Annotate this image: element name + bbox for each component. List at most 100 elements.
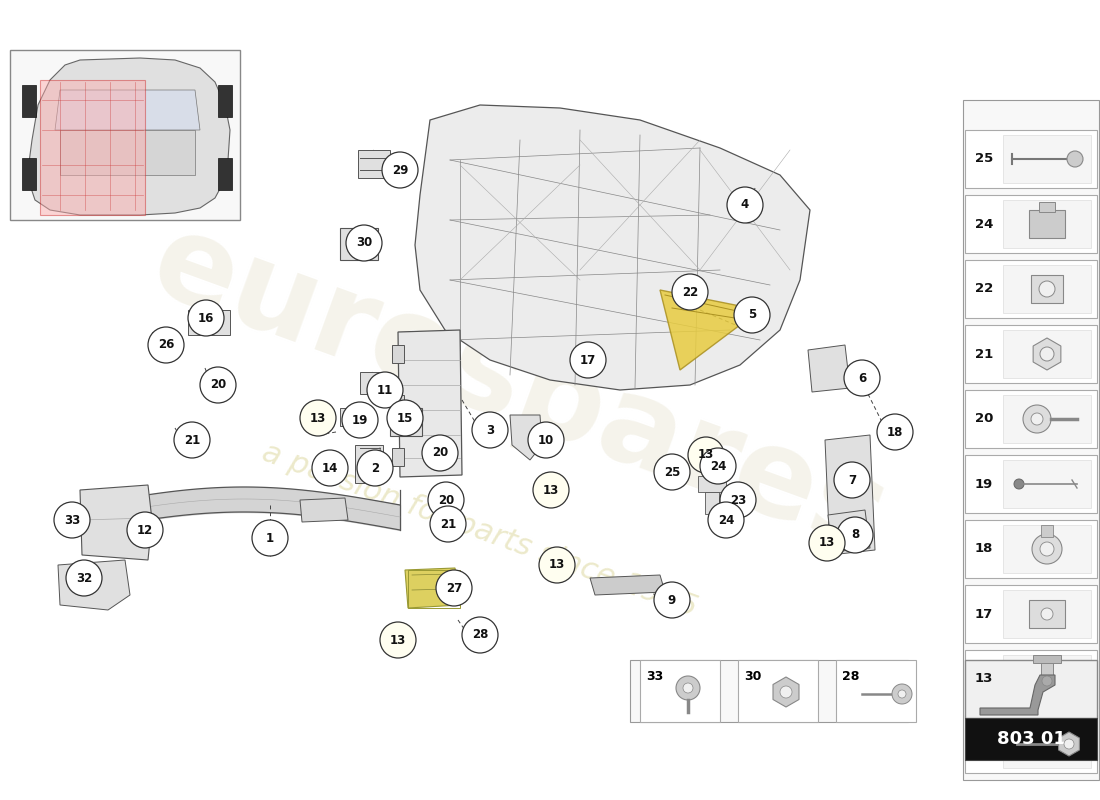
Bar xyxy=(22,158,36,190)
Bar xyxy=(152,332,168,346)
Text: 21: 21 xyxy=(184,434,200,446)
Text: 17: 17 xyxy=(975,607,993,621)
Circle shape xyxy=(654,454,690,490)
Text: 19: 19 xyxy=(352,414,368,426)
Text: 27: 27 xyxy=(446,582,462,594)
Text: 10: 10 xyxy=(538,434,554,446)
Bar xyxy=(1031,275,1063,303)
Circle shape xyxy=(1040,347,1054,361)
FancyBboxPatch shape xyxy=(10,50,240,220)
Bar xyxy=(1028,210,1065,238)
Bar xyxy=(1028,600,1065,628)
Text: 4: 4 xyxy=(741,198,749,211)
Bar xyxy=(1003,525,1091,573)
Bar xyxy=(218,85,232,117)
Polygon shape xyxy=(660,290,760,370)
Circle shape xyxy=(688,437,724,473)
Circle shape xyxy=(1040,281,1055,297)
Text: 29: 29 xyxy=(392,163,408,177)
Text: 13: 13 xyxy=(697,449,714,462)
Bar xyxy=(390,408,422,436)
Text: 1: 1 xyxy=(266,531,274,545)
Text: 13: 13 xyxy=(549,558,565,571)
Text: 7: 7 xyxy=(848,474,856,486)
Circle shape xyxy=(200,367,236,403)
Circle shape xyxy=(382,152,418,188)
Text: 30: 30 xyxy=(744,670,761,683)
Bar xyxy=(965,325,1097,383)
Text: 12: 12 xyxy=(136,523,153,537)
Circle shape xyxy=(367,372,403,408)
Bar xyxy=(188,310,230,335)
Text: 18: 18 xyxy=(975,542,993,555)
Bar xyxy=(355,445,383,483)
Text: 3: 3 xyxy=(486,423,494,437)
Polygon shape xyxy=(808,345,850,392)
Polygon shape xyxy=(415,105,810,390)
Circle shape xyxy=(472,412,508,448)
Circle shape xyxy=(54,502,90,538)
Text: 13: 13 xyxy=(975,673,993,686)
Text: 25: 25 xyxy=(663,466,680,478)
Text: eurospares: eurospares xyxy=(136,203,903,577)
Polygon shape xyxy=(58,560,130,610)
Circle shape xyxy=(708,502,744,538)
Text: 16: 16 xyxy=(198,311,214,325)
Text: 21: 21 xyxy=(440,518,456,530)
Circle shape xyxy=(358,450,393,486)
Bar xyxy=(965,585,1097,643)
Text: 20: 20 xyxy=(210,378,227,391)
Circle shape xyxy=(654,582,690,618)
Polygon shape xyxy=(590,575,666,595)
Text: 21: 21 xyxy=(975,347,993,361)
Bar xyxy=(1003,720,1091,768)
Text: 24: 24 xyxy=(710,459,726,473)
Circle shape xyxy=(727,187,763,223)
Circle shape xyxy=(672,274,708,310)
Text: 30: 30 xyxy=(356,237,372,250)
Text: 24: 24 xyxy=(718,514,734,526)
Circle shape xyxy=(148,327,184,363)
Bar xyxy=(965,455,1097,513)
Bar xyxy=(1040,202,1055,212)
Circle shape xyxy=(428,482,464,518)
Bar xyxy=(1041,525,1053,537)
Text: 20: 20 xyxy=(432,446,448,459)
Polygon shape xyxy=(60,130,195,175)
Text: 13: 13 xyxy=(389,634,406,646)
Circle shape xyxy=(430,506,466,542)
Text: 5: 5 xyxy=(748,309,756,322)
Text: 803 01: 803 01 xyxy=(997,730,1066,748)
Circle shape xyxy=(342,402,378,438)
Circle shape xyxy=(780,686,792,698)
Bar xyxy=(360,372,384,394)
Bar xyxy=(1003,330,1091,378)
Circle shape xyxy=(379,622,416,658)
Text: 22: 22 xyxy=(975,282,993,295)
Bar xyxy=(1003,395,1091,443)
Circle shape xyxy=(834,462,870,498)
Text: 32: 32 xyxy=(76,571,92,585)
Circle shape xyxy=(720,482,756,518)
Bar xyxy=(965,660,1097,718)
Bar xyxy=(965,650,1097,708)
Polygon shape xyxy=(55,90,200,130)
Circle shape xyxy=(892,684,912,704)
Circle shape xyxy=(534,472,569,508)
Circle shape xyxy=(312,450,348,486)
Bar xyxy=(392,395,404,413)
Circle shape xyxy=(570,342,606,378)
Circle shape xyxy=(252,520,288,556)
Circle shape xyxy=(683,683,693,693)
Bar xyxy=(965,260,1097,318)
Bar xyxy=(965,130,1097,188)
Bar xyxy=(965,715,1097,773)
Text: 23: 23 xyxy=(730,494,746,506)
Circle shape xyxy=(462,617,498,653)
Circle shape xyxy=(877,414,913,450)
Polygon shape xyxy=(980,675,1055,715)
Circle shape xyxy=(734,297,770,333)
Text: 11: 11 xyxy=(377,383,393,397)
Circle shape xyxy=(1042,676,1052,686)
Text: 14: 14 xyxy=(322,462,338,474)
